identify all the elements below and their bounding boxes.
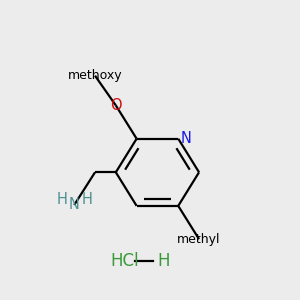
Text: methyl: methyl (177, 233, 221, 246)
Text: methoxy: methoxy (68, 69, 122, 82)
Text: N: N (181, 131, 191, 146)
Text: H: H (56, 192, 67, 207)
Text: O: O (110, 98, 122, 113)
Text: H: H (157, 253, 170, 271)
Text: H: H (81, 192, 92, 207)
Text: N: N (69, 197, 80, 212)
Text: HCl: HCl (110, 253, 139, 271)
